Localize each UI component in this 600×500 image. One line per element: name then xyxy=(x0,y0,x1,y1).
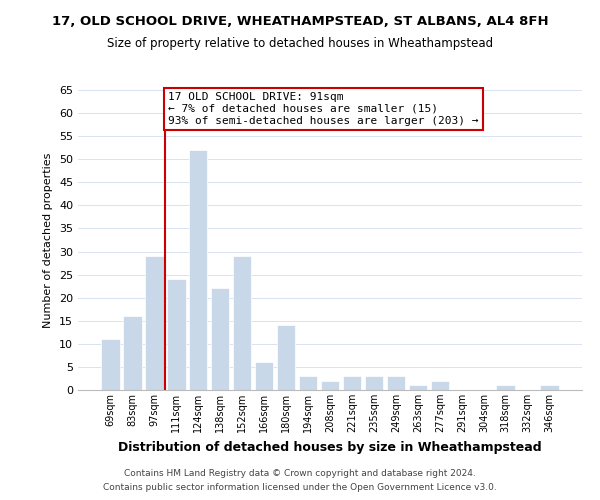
Text: Contains HM Land Registry data © Crown copyright and database right 2024.: Contains HM Land Registry data © Crown c… xyxy=(124,468,476,477)
Bar xyxy=(320,381,340,390)
Bar xyxy=(145,256,164,390)
Bar xyxy=(431,381,449,390)
Bar xyxy=(409,386,427,390)
Bar xyxy=(277,326,295,390)
Text: 17 OLD SCHOOL DRIVE: 91sqm
← 7% of detached houses are smaller (15)
93% of semi-: 17 OLD SCHOOL DRIVE: 91sqm ← 7% of detac… xyxy=(169,92,479,126)
Bar xyxy=(211,288,229,390)
Bar xyxy=(167,279,185,390)
X-axis label: Distribution of detached houses by size in Wheathampstead: Distribution of detached houses by size … xyxy=(118,440,542,454)
Bar xyxy=(496,386,515,390)
Bar xyxy=(386,376,405,390)
Text: 17, OLD SCHOOL DRIVE, WHEATHAMPSTEAD, ST ALBANS, AL4 8FH: 17, OLD SCHOOL DRIVE, WHEATHAMPSTEAD, ST… xyxy=(52,15,548,28)
Y-axis label: Number of detached properties: Number of detached properties xyxy=(43,152,53,328)
Bar xyxy=(101,339,119,390)
Bar xyxy=(299,376,317,390)
Text: Size of property relative to detached houses in Wheathampstead: Size of property relative to detached ho… xyxy=(107,38,493,51)
Bar xyxy=(541,386,559,390)
Bar xyxy=(189,150,208,390)
Bar xyxy=(123,316,142,390)
Text: Contains public sector information licensed under the Open Government Licence v3: Contains public sector information licen… xyxy=(103,484,497,492)
Bar xyxy=(255,362,274,390)
Bar xyxy=(365,376,383,390)
Bar xyxy=(233,256,251,390)
Bar xyxy=(343,376,361,390)
